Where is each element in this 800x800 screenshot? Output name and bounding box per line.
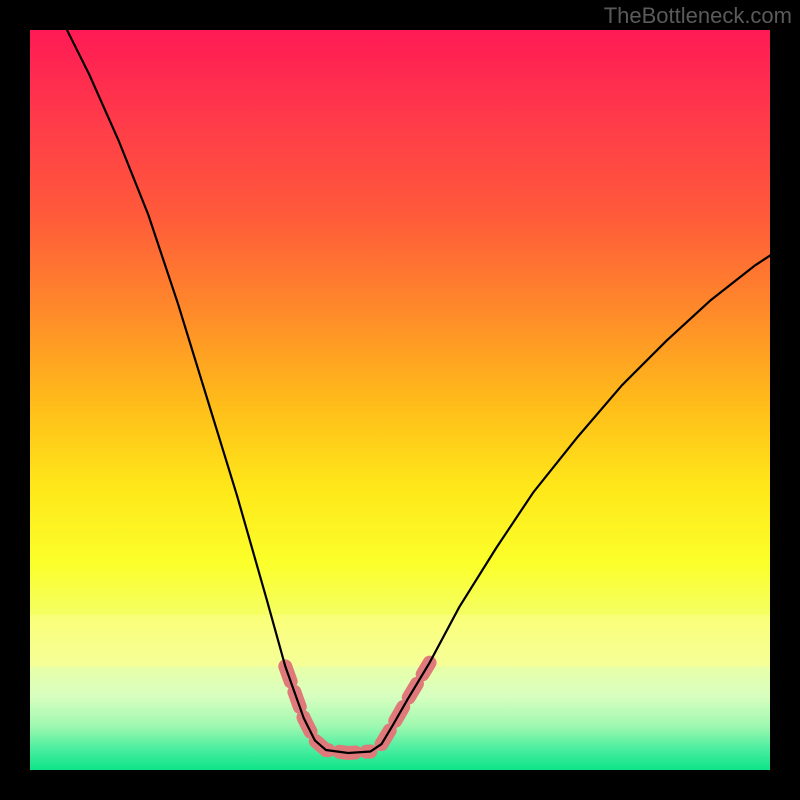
watermark-text: TheBottleneck.com (604, 3, 792, 29)
chart-svg (30, 30, 770, 770)
plot-area (30, 30, 770, 770)
yellow-horizontal-band (30, 615, 770, 667)
